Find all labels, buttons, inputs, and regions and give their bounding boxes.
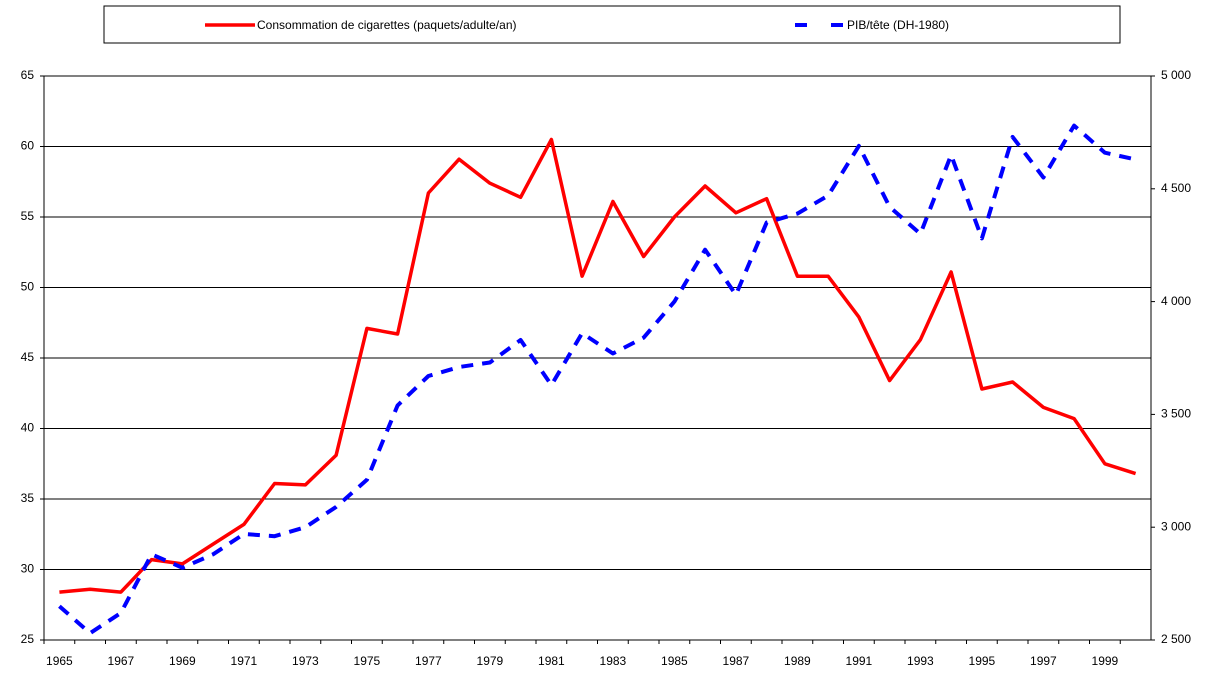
series-line xyxy=(58,123,1137,636)
series-line xyxy=(59,137,1137,594)
legend-label: PIB/tête (DH-1980) xyxy=(847,18,949,32)
y-tick-label: 45 xyxy=(21,350,35,364)
y-tick-label: 40 xyxy=(21,421,35,435)
x-tick-label: 1989 xyxy=(784,654,811,668)
x-tick-label: 1967 xyxy=(108,654,135,668)
x-tick-label: 1977 xyxy=(415,654,442,668)
y-tick-label: 25 xyxy=(21,632,35,646)
x-tick-label: 1981 xyxy=(538,654,565,668)
y-tick-label: 35 xyxy=(21,491,35,505)
y-tick-label: 60 xyxy=(21,139,35,153)
x-tick-label: 1971 xyxy=(231,654,258,668)
y-tick-label: 65 xyxy=(21,68,35,82)
x-tick-label: 1993 xyxy=(907,654,934,668)
x-tick-label: 1991 xyxy=(846,654,873,668)
y2-tick-label: 4 500 xyxy=(1161,181,1191,195)
y-tick-label: 50 xyxy=(21,280,35,294)
y2-tick-label: 5 000 xyxy=(1161,68,1191,82)
x-tick-label: 1965 xyxy=(46,654,73,668)
y2-tick-label: 3 000 xyxy=(1161,519,1191,533)
x-tick-label: 1995 xyxy=(969,654,996,668)
x-tick-label: 1985 xyxy=(661,654,688,668)
x-tick-label: 1987 xyxy=(723,654,750,668)
y2-tick-label: 4 000 xyxy=(1161,294,1191,308)
x-tick-label: 1997 xyxy=(1030,654,1057,668)
x-tick-label: 1999 xyxy=(1092,654,1119,668)
x-tick-label: 1979 xyxy=(477,654,504,668)
x-tick-label: 1969 xyxy=(169,654,196,668)
x-tick-label: 1975 xyxy=(354,654,381,668)
legend-box xyxy=(103,5,1121,44)
x-tick-label: 1983 xyxy=(600,654,627,668)
y-tick-label: 55 xyxy=(21,209,35,223)
y-tick-label: 30 xyxy=(21,562,35,576)
legend-label: Consommation de cigarettes (paquets/adul… xyxy=(257,18,516,32)
y2-tick-label: 3 500 xyxy=(1161,407,1191,421)
y2-tick-label: 2 500 xyxy=(1161,632,1191,646)
x-tick-label: 1973 xyxy=(292,654,319,668)
